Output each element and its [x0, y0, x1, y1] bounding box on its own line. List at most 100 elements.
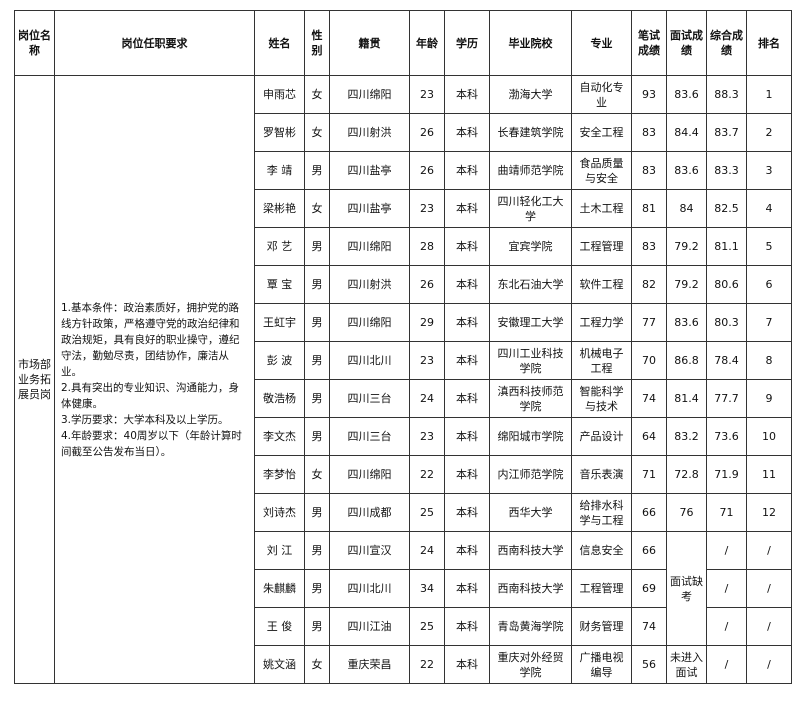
origin-cell: 四川三台	[329, 417, 410, 456]
school-cell: 重庆对外经贸学院	[489, 645, 572, 684]
major-cell: 机械电子工程	[571, 341, 632, 380]
total-cell: /	[706, 645, 747, 684]
column-header: 笔试成绩	[631, 10, 667, 76]
age-cell: 23	[409, 189, 445, 228]
education-cell: 本科	[444, 455, 490, 494]
school-cell: 西南科技大学	[489, 569, 572, 608]
education-cell: 本科	[444, 303, 490, 342]
age-cell: 34	[409, 569, 445, 608]
table-row: 朱麒麟男四川北川 34 本科 西南科技大学 工程管理 69 //	[15, 569, 792, 608]
table-row: 刘 江男四川宣汉 24 本科 西南科技大学 信息安全 66 面试缺考 / /	[15, 531, 792, 646]
rank-cell: 10	[746, 417, 792, 456]
column-header: 综合成绩	[706, 10, 747, 76]
gender-cell: 男	[304, 417, 330, 456]
gender-cell: 男	[304, 569, 330, 608]
requirement-item: 4.年龄要求：40周岁以下（年龄计算时间截至公告发布当日）。	[61, 429, 242, 458]
age-cell: 29	[409, 303, 445, 342]
origin-cell: 四川绵阳	[329, 227, 410, 266]
name-cell: 申雨芯	[254, 75, 305, 114]
interview-cell: 79.2	[666, 227, 707, 266]
written-cell: 74	[631, 607, 667, 646]
major-cell: 食品质量与安全	[571, 151, 632, 190]
rank-cell: 2	[746, 113, 792, 152]
education-cell: 本科	[444, 113, 490, 152]
age-cell: 26	[409, 113, 445, 152]
major-cell: 音乐表演	[571, 455, 632, 494]
major-cell: 财务管理	[571, 607, 632, 646]
school-cell: 东北石油大学	[489, 265, 572, 304]
education-cell: 本科	[444, 531, 490, 570]
education-cell: 本科	[444, 151, 490, 190]
education-cell: 本科	[444, 227, 490, 266]
major-cell: 广播电视编导	[571, 645, 632, 684]
school-cell: 安徽理工大学	[489, 303, 572, 342]
age-cell: 22	[409, 645, 445, 684]
written-cell: 83	[631, 113, 667, 152]
age-cell: 26	[409, 265, 445, 304]
age-cell: 22	[409, 455, 445, 494]
interview-cell: 未进入面试	[666, 645, 707, 684]
written-cell: 74	[631, 379, 667, 418]
requirement-item: 3.学历要求：大学本科及以上学历。	[61, 413, 229, 426]
gender-cell: 女	[304, 645, 330, 684]
name-cell: 覃 宝	[254, 265, 305, 304]
results-table: 岗位名称 岗位任职要求 姓名 性别 籍贯 年龄 学历 毕业院校 专业 笔试成绩 面试成绩 综合成绩 排名…	[14, 10, 792, 684]
total-cell: 80.6	[706, 265, 747, 304]
table-body: 市场部业务拓展员岗 1.基本条件：政治素质好，拥护党的路线方针政策，严格遵守党的政…	[14, 75, 792, 684]
age-cell: 23	[409, 417, 445, 456]
origin-cell: 四川绵阳	[329, 455, 410, 494]
position-name: 市场部业务拓展员岗	[14, 75, 55, 684]
name-cell: 李 靖	[254, 151, 305, 190]
rank-cell: 1	[746, 75, 792, 114]
column-header: 学历	[444, 10, 490, 76]
interview-cell: 79.2	[666, 265, 707, 304]
table-row: 敬浩杨男四川三台 24 本科 滇西科技师范学院 智能科学与技术 74 81.4 77.7 9	[15, 379, 792, 418]
interview-cell: 83.6	[666, 303, 707, 342]
name-cell: 李文杰	[254, 417, 305, 456]
written-cell: 93	[631, 75, 667, 114]
age-cell: 24	[409, 531, 445, 570]
name-cell: 王虹宇	[254, 303, 305, 342]
rank-cell: 4	[746, 189, 792, 228]
education-cell: 本科	[444, 607, 490, 646]
origin-cell: 四川成都	[329, 493, 410, 532]
interview-cell: 84.4	[666, 113, 707, 152]
rank-cell: /	[746, 645, 792, 684]
major-cell: 工程管理	[571, 569, 632, 608]
written-cell: 81	[631, 189, 667, 228]
age-cell: 24	[409, 379, 445, 418]
written-cell: 71	[631, 455, 667, 494]
column-header: 毕业院校	[489, 10, 572, 76]
name-cell: 姚文涵	[254, 645, 305, 684]
education-cell: 本科	[444, 493, 490, 532]
education-cell: 本科	[444, 417, 490, 456]
origin-cell: 四川三台	[329, 379, 410, 418]
total-cell: 78.4	[706, 341, 747, 380]
gender-cell: 男	[304, 303, 330, 342]
age-cell: 25	[409, 607, 445, 646]
table-row: 李梦怡女四川绵阳 22 本科 内江师范学院 音乐表演 71 72.8 71.9 11	[15, 455, 792, 494]
school-cell: 西南科技大学	[489, 531, 572, 570]
gender-cell: 女	[304, 113, 330, 152]
column-header: 专业	[571, 10, 632, 76]
age-cell: 25	[409, 493, 445, 532]
education-cell: 本科	[444, 75, 490, 114]
education-cell: 本科	[444, 569, 490, 608]
rank-cell: 12	[746, 493, 792, 532]
written-cell: 83	[631, 227, 667, 266]
school-cell: 滇西科技师范学院	[489, 379, 572, 418]
interview-cell: 86.8	[666, 341, 707, 380]
rank-cell: 8	[746, 341, 792, 380]
interview-cell: 83.2	[666, 417, 707, 456]
name-cell: 敬浩杨	[254, 379, 305, 418]
total-cell: /	[706, 531, 747, 570]
major-cell: 土木工程	[571, 189, 632, 228]
education-cell: 本科	[444, 189, 490, 228]
name-cell: 王 俊	[254, 607, 305, 646]
table-row: 李 靖男四川盐亭 26 本科 曲靖师范学院 食品质量与安全 83 83.6 83.3 3	[15, 151, 792, 190]
origin-cell: 重庆荣昌	[329, 645, 410, 684]
interview-cell: 面试缺考	[666, 531, 707, 646]
written-cell: 83	[631, 151, 667, 190]
school-cell: 内江师范学院	[489, 455, 572, 494]
requirements: 1.基本条件：政治素质好，拥护党的路线方针政策，严格遵守党的政治纪律和政治规矩，…	[54, 75, 255, 684]
